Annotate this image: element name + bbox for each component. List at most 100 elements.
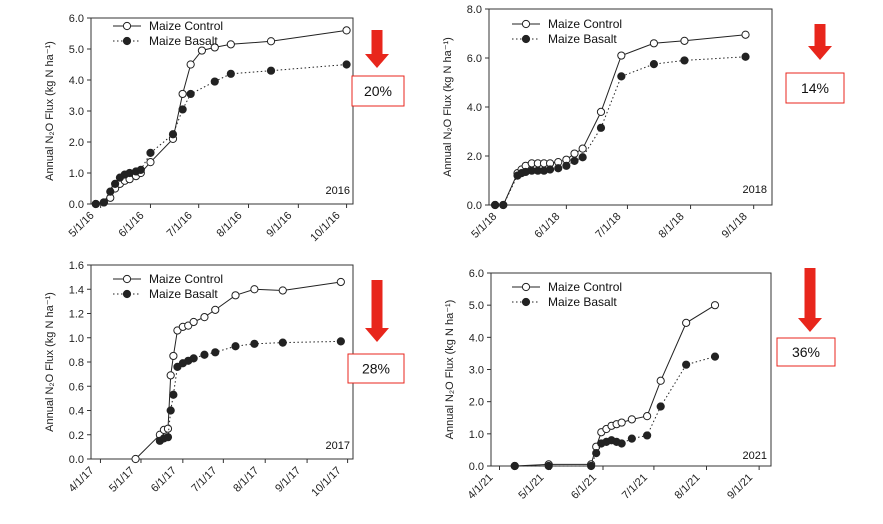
legend-entry: Maize Control xyxy=(149,19,223,33)
reduction-arrow-icon xyxy=(365,30,389,68)
legend-marker xyxy=(521,19,531,29)
data-point-basalt xyxy=(570,156,579,165)
data-point-control xyxy=(680,36,689,45)
data-point-basalt xyxy=(554,164,563,173)
chart-2017: 0.0 0.2 0.4 0.6 0.8 1.0 1.2 1.4 1.6 4/1/17 5/1/17 6… xyxy=(44,260,405,499)
x-tick-label: 10/1/17 xyxy=(309,465,343,499)
y-tick-label: 0.8 xyxy=(69,357,84,369)
data-point-control xyxy=(596,107,606,117)
data-point-basalt xyxy=(544,461,553,471)
data-point-basalt xyxy=(578,153,587,162)
legend-marker xyxy=(521,34,531,44)
data-point-basalt xyxy=(617,72,626,81)
legend-entry: Maize Control xyxy=(149,272,223,286)
data-point-control xyxy=(211,305,220,314)
legend-entry: Maize Basalt xyxy=(548,295,617,309)
data-point-control xyxy=(200,313,209,322)
data-point-basalt xyxy=(111,179,120,188)
data-point-basalt xyxy=(592,449,601,458)
data-point-basalt xyxy=(178,105,187,114)
y-tick-label: 3.0 xyxy=(69,106,84,118)
y-tick-label: 0.6 xyxy=(69,381,84,393)
y-tick-label: 1.0 xyxy=(469,429,484,441)
y-tick-label: 0.4 xyxy=(69,406,84,418)
x-tick-label: 6/1/18 xyxy=(532,211,562,241)
data-point-control xyxy=(643,412,652,421)
x-tick-label: 5/1/18 xyxy=(469,211,499,241)
y-tick-label: 1.0 xyxy=(69,333,84,345)
data-point-control xyxy=(163,424,173,433)
x-tick-label: 4/1/21 xyxy=(465,472,495,502)
y-tick-label: 2.0 xyxy=(467,151,482,163)
data-point-basalt xyxy=(186,89,195,99)
data-point-control xyxy=(682,318,691,327)
data-point-control xyxy=(131,454,140,464)
data-point-basalt xyxy=(643,431,652,440)
data-point-basalt xyxy=(342,60,351,69)
data-point-control xyxy=(342,26,351,35)
reduction-box xyxy=(785,72,845,104)
data-point-control xyxy=(649,39,659,48)
x-tick-label: 6/1/17 xyxy=(149,465,179,495)
series-line-basalt xyxy=(514,356,716,467)
y-tick-label: 2.0 xyxy=(69,137,84,149)
x-tick-label: 8/1/21 xyxy=(673,472,703,502)
data-point-control xyxy=(146,158,155,167)
x-tick-label: 9/1/16 xyxy=(264,210,294,240)
data-point-basalt xyxy=(91,199,100,209)
y-tick-label: 4.0 xyxy=(69,75,84,87)
series-line-basalt xyxy=(159,340,341,442)
data-point-basalt xyxy=(627,434,636,443)
reduction-percent: 20% xyxy=(364,83,392,99)
y-tick-label: 2.0 xyxy=(469,397,484,409)
x-tick-label: 5/1/17 xyxy=(107,465,137,495)
data-point-control xyxy=(336,277,345,287)
data-point-control xyxy=(210,43,219,52)
y-tick-label: 1.4 xyxy=(69,284,84,296)
data-point-control xyxy=(570,149,579,158)
y-tick-label: 0.0 xyxy=(69,454,84,466)
reduction-arrow-icon xyxy=(365,280,389,342)
x-tick-label: 9/1/21 xyxy=(725,472,755,502)
data-point-basalt xyxy=(99,198,108,207)
x-tick-label: 5/1/16 xyxy=(67,210,97,240)
x-tick-label: 7/1/21 xyxy=(620,472,650,502)
series-line-control xyxy=(495,34,746,206)
x-tick-label: 7/1/18 xyxy=(593,211,623,241)
data-point-basalt xyxy=(106,187,115,196)
y-tick-label: 0.0 xyxy=(467,200,482,212)
data-point-basalt xyxy=(741,52,750,61)
y-tick-label: 6.0 xyxy=(467,53,482,65)
data-point-basalt xyxy=(680,56,689,65)
legend-marker xyxy=(521,282,531,292)
data-point-basalt xyxy=(587,461,596,471)
year-label: 2018 xyxy=(743,184,767,196)
y-tick-label: 0.0 xyxy=(469,461,484,473)
y-tick-label: 1.0 xyxy=(69,168,84,180)
data-point-control xyxy=(186,60,195,69)
chart-2021: 0.0 1.0 2.0 3.0 4.0 5.0 6.0 4/1/21 5/1/21 6/1/21 7… xyxy=(444,268,836,502)
x-tick-label: 8/1/16 xyxy=(215,210,245,240)
x-tick-label: 6/1/16 xyxy=(116,210,146,240)
legend-marker xyxy=(122,36,132,46)
data-point-control xyxy=(169,351,178,361)
year-label: 2016 xyxy=(326,185,350,197)
data-point-basalt xyxy=(169,390,178,399)
y-axis-label: Annual N₂O Flux (kg N ha⁻¹) xyxy=(444,300,456,440)
year-label: 2017 xyxy=(326,440,350,452)
x-tick-label: 8/1/18 xyxy=(657,211,687,241)
data-point-control xyxy=(166,371,175,380)
reduction-box xyxy=(351,75,405,107)
y-tick-label: 4.0 xyxy=(467,102,482,114)
data-point-basalt xyxy=(226,69,235,78)
y-tick-label: 6.0 xyxy=(69,13,84,25)
data-point-basalt xyxy=(163,433,173,442)
x-tick-label: 7/1/16 xyxy=(165,210,195,240)
legend-entry: Maize Control xyxy=(548,17,622,31)
legend-entry: Maize Basalt xyxy=(149,34,218,48)
data-point-control xyxy=(197,46,207,55)
y-tick-label: 0.0 xyxy=(69,199,84,211)
legend-entry: Maize Control xyxy=(548,280,622,294)
data-point-control xyxy=(266,37,276,46)
data-point-basalt xyxy=(656,402,665,411)
